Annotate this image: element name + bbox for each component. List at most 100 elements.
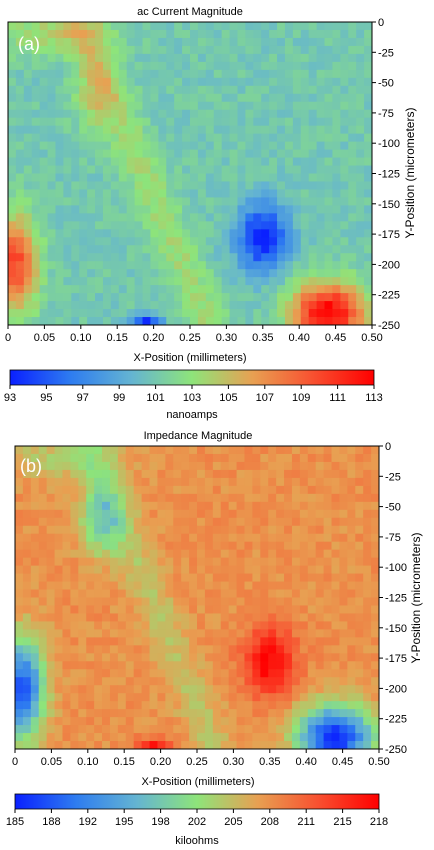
heatmap-cell [284, 565, 293, 574]
heatmap-cell [269, 61, 278, 71]
heatmap-cell [118, 229, 128, 238]
heatmap-cell [324, 61, 333, 71]
heatmap-cell [292, 93, 302, 103]
heatmap-cell [347, 637, 356, 646]
heatmap-cell [150, 77, 159, 87]
heatmap-cell [78, 541, 87, 551]
heatmap-cell [54, 621, 63, 630]
heatmap-cell [47, 22, 56, 31]
heatmap-cell [315, 573, 325, 582]
heatmap-cell [197, 221, 207, 230]
heatmap-cell [158, 221, 167, 230]
heatmap-cell [347, 717, 356, 726]
heatmap-cell [197, 525, 206, 535]
heatmap-cell [261, 29, 270, 39]
heatmap-cell [158, 309, 167, 318]
heatmap-cell [244, 677, 253, 686]
heatmap-cell [340, 293, 349, 302]
heatmap-cell [15, 701, 24, 710]
heatmap-cell [133, 597, 143, 606]
heatmap-cell [174, 181, 183, 190]
heatmap-cell [46, 629, 55, 638]
heatmap-cell [110, 317, 120, 326]
heatmap-cell [62, 541, 71, 551]
heatmap-cell [284, 133, 294, 142]
heatmap-cell [277, 181, 286, 190]
heatmap-cell [142, 22, 151, 31]
heatmap-cell [348, 37, 357, 47]
heatmap-cell [348, 197, 357, 206]
heatmap-cell [166, 109, 175, 119]
heatmap-cell [78, 597, 87, 606]
heatmap-cell [315, 597, 325, 606]
heatmap-cell [213, 133, 223, 142]
heatmap-cell [261, 77, 270, 87]
heatmap-cell [339, 581, 348, 590]
heatmap-cell [38, 485, 48, 495]
heatmap-cell [292, 45, 302, 55]
heatmap-cell [339, 485, 348, 495]
heatmap-cell [102, 245, 112, 254]
heatmap-cell [237, 253, 246, 262]
heatmap-cell [356, 205, 365, 214]
heatmap-cell [244, 709, 253, 718]
heatmap-cell [316, 181, 325, 190]
heatmap-cell [315, 629, 325, 638]
heatmap-cell [197, 453, 206, 463]
heatmap-cell [158, 181, 167, 190]
heatmap-cell [118, 317, 128, 326]
heatmap-cell [276, 446, 285, 455]
heatmap-cell [260, 733, 269, 742]
heatmap-cell [300, 165, 310, 174]
heatmap-cell [141, 477, 150, 487]
heatmap-cell [332, 213, 341, 222]
heatmap-cell [339, 733, 348, 742]
heatmap-cell [22, 653, 32, 662]
heatmap-cell [323, 557, 332, 566]
heatmap-cell [31, 93, 41, 103]
heatmap-cell [23, 53, 33, 63]
heatmap-cell [126, 157, 136, 166]
heatmap-cell [300, 301, 310, 310]
heatmap-cell [268, 509, 277, 519]
heatmap-cell [166, 61, 175, 71]
heatmap-cell [339, 461, 348, 471]
heatmap-cell [165, 509, 174, 519]
heatmap-cell [110, 213, 120, 222]
heatmap-cell [157, 573, 166, 582]
heatmap-cell [39, 309, 48, 318]
heatmap-cell [307, 453, 317, 463]
heatmap-cell [260, 741, 269, 750]
heatmap-cell [38, 509, 48, 519]
heatmap-cell [355, 677, 364, 686]
heatmap-cell [30, 677, 40, 686]
heatmap-cell [165, 597, 174, 606]
heatmap-cell [348, 221, 357, 230]
heatmap-cell [94, 565, 103, 574]
heatmap-cell [204, 677, 214, 686]
heatmap-cell [182, 213, 191, 222]
heatmap-cell [308, 285, 318, 294]
heatmap-cell [133, 501, 143, 511]
heatmap-cell [22, 677, 32, 686]
heatmap-cell [363, 709, 372, 718]
heatmap-cell [31, 117, 41, 127]
heatmap-cell [15, 669, 24, 678]
heatmap-cell [182, 301, 191, 310]
heatmap-cell [204, 581, 214, 590]
heatmap-cell [197, 109, 207, 119]
heatmap-cell [95, 317, 104, 326]
heatmap-cell [141, 446, 150, 455]
heatmap-cell [126, 269, 136, 278]
heatmap-cell [54, 669, 63, 678]
heatmap-cell [236, 525, 245, 535]
heatmap-cell [190, 221, 199, 230]
heatmap-cell [109, 573, 119, 582]
heatmap-cell [237, 309, 246, 318]
heatmap-cell [181, 557, 190, 566]
heatmap-cell [308, 221, 318, 230]
heatmap-cell [355, 741, 364, 750]
heatmap-cell [47, 93, 56, 103]
heatmap-cell [133, 629, 143, 638]
heatmap-cell [126, 85, 136, 95]
